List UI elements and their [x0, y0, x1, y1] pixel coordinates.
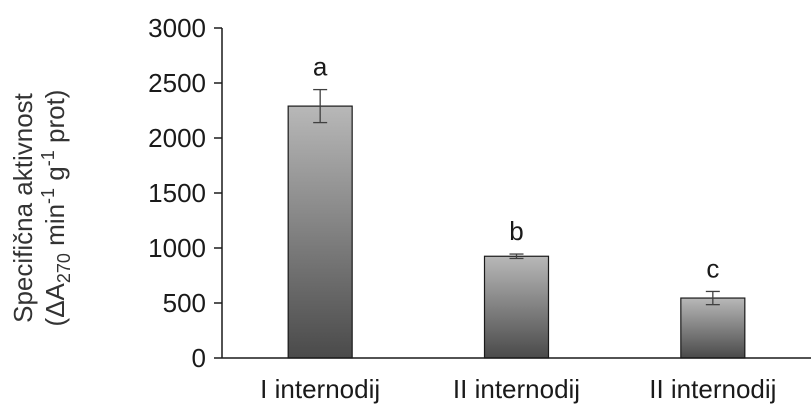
x-category-label: II internodij — [453, 374, 580, 404]
y-tick-label: 0 — [192, 343, 206, 373]
x-axis-labels: I internodij II internodij II internodij — [260, 374, 776, 404]
y-axis-label-line2: (ΔA270 min-1 g-1 prot) — [38, 90, 74, 327]
bar — [483, 255, 550, 359]
y-tick-label: 2000 — [148, 123, 206, 153]
bar — [287, 105, 353, 359]
y-tick-label: 1500 — [148, 178, 206, 208]
data-label: c — [706, 253, 719, 283]
bar — [680, 297, 746, 359]
y-axis-ticks: 0 500 1000 1500 2000 2500 3000 — [148, 13, 222, 373]
data-label: a — [313, 52, 328, 82]
y-tick-label: 1000 — [148, 233, 206, 263]
y-axis-label: Specifična aktivnost (ΔA270 min-1 g-1 pr… — [8, 90, 74, 327]
y-tick-label: 500 — [163, 288, 206, 318]
x-category-label: II internodij — [649, 374, 776, 404]
y-axis-label-line1: Specifična aktivnost — [8, 92, 38, 323]
y-tick-label: 3000 — [148, 13, 206, 43]
error-bars — [313, 88, 720, 306]
data-label: b — [509, 216, 523, 246]
x-category-label: I internodij — [260, 374, 380, 404]
data-labels: a b c — [313, 52, 719, 284]
y-tick-label: 2500 — [148, 68, 206, 98]
